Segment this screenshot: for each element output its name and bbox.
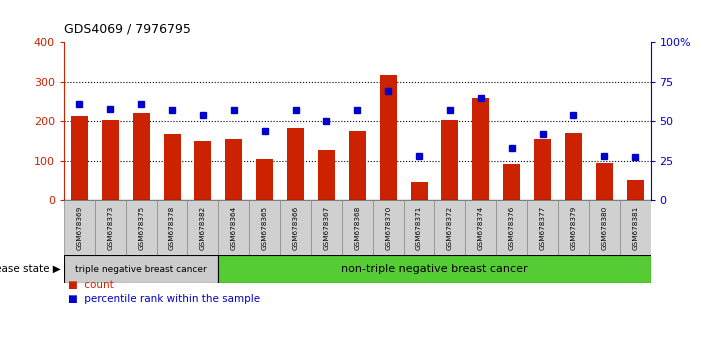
- Bar: [194, 141, 211, 200]
- Text: GSM678376: GSM678376: [508, 205, 515, 250]
- Text: triple negative breast cancer: triple negative breast cancer: [75, 264, 207, 274]
- Bar: [503, 164, 520, 200]
- Text: GSM678382: GSM678382: [200, 205, 206, 250]
- Text: GSM678379: GSM678379: [570, 205, 577, 250]
- Text: GSM678381: GSM678381: [632, 205, 638, 250]
- Bar: [318, 150, 335, 200]
- Bar: [311, 200, 342, 255]
- Text: ■  percentile rank within the sample: ■ percentile rank within the sample: [68, 295, 260, 304]
- Bar: [626, 180, 643, 200]
- Text: GSM678365: GSM678365: [262, 205, 267, 250]
- Text: GSM678370: GSM678370: [385, 205, 391, 250]
- Bar: [280, 200, 311, 255]
- Text: GDS4069 / 7976795: GDS4069 / 7976795: [64, 22, 191, 35]
- Bar: [404, 200, 434, 255]
- Bar: [218, 200, 250, 255]
- Text: GSM678373: GSM678373: [107, 205, 113, 250]
- Bar: [496, 200, 527, 255]
- Text: GSM678367: GSM678367: [324, 205, 329, 250]
- Bar: [218, 255, 651, 283]
- Text: GSM678378: GSM678378: [169, 205, 175, 250]
- Bar: [64, 200, 95, 255]
- Bar: [133, 113, 149, 200]
- Bar: [250, 200, 280, 255]
- Text: GSM678368: GSM678368: [354, 205, 360, 250]
- Bar: [95, 200, 126, 255]
- Bar: [64, 255, 218, 283]
- Bar: [126, 200, 156, 255]
- Bar: [558, 200, 589, 255]
- Text: GSM678374: GSM678374: [478, 205, 483, 250]
- Bar: [71, 116, 88, 200]
- Text: disease state ▶: disease state ▶: [0, 264, 60, 274]
- Bar: [472, 98, 489, 200]
- Bar: [373, 200, 404, 255]
- Bar: [156, 200, 188, 255]
- Text: ■  count: ■ count: [68, 280, 113, 290]
- Text: GSM678380: GSM678380: [602, 205, 607, 250]
- Bar: [589, 200, 620, 255]
- Text: GSM678366: GSM678366: [292, 205, 299, 250]
- Text: GSM678372: GSM678372: [447, 205, 453, 250]
- Text: non-triple negative breast cancer: non-triple negative breast cancer: [341, 264, 528, 274]
- Text: GSM678377: GSM678377: [540, 205, 545, 250]
- Bar: [565, 133, 582, 200]
- Bar: [164, 134, 181, 200]
- Bar: [349, 131, 365, 200]
- Bar: [442, 120, 459, 200]
- Bar: [256, 159, 273, 200]
- Text: GSM678369: GSM678369: [76, 205, 82, 250]
- Text: GSM678371: GSM678371: [416, 205, 422, 250]
- Bar: [287, 129, 304, 200]
- Bar: [465, 200, 496, 255]
- Bar: [342, 200, 373, 255]
- Bar: [620, 200, 651, 255]
- Bar: [410, 182, 427, 200]
- Text: GSM678375: GSM678375: [138, 205, 144, 250]
- Bar: [188, 200, 218, 255]
- Bar: [380, 75, 397, 200]
- Text: GSM678364: GSM678364: [231, 205, 237, 250]
- Bar: [434, 200, 465, 255]
- Bar: [527, 200, 558, 255]
- Bar: [534, 139, 551, 200]
- Bar: [596, 164, 613, 200]
- Bar: [225, 139, 242, 200]
- Bar: [102, 120, 119, 200]
